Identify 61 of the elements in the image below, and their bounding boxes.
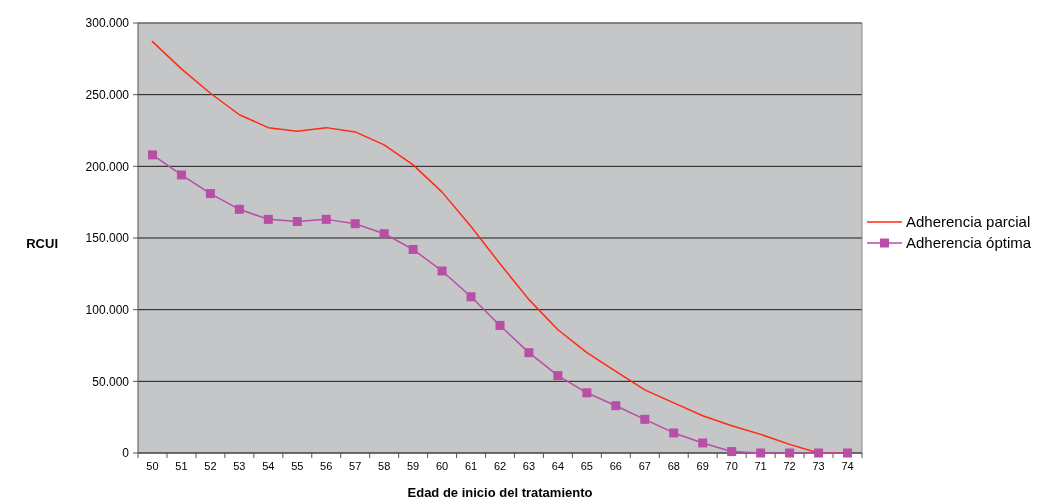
- point: [843, 448, 853, 458]
- x-tick-label: 55: [291, 460, 304, 472]
- point: [321, 214, 331, 224]
- x-tick-label: 53: [233, 460, 246, 472]
- x-tick-label: 56: [320, 460, 333, 472]
- point: [698, 438, 708, 448]
- point: [379, 229, 389, 239]
- y-axis-title: RCUI: [26, 235, 58, 251]
- y-tick-label: 50.000: [92, 374, 130, 389]
- x-tick-label: 59: [406, 460, 420, 472]
- point: [669, 428, 679, 438]
- point: [466, 292, 476, 302]
- y-tick-label: 100.000: [85, 302, 130, 317]
- point: [727, 447, 737, 457]
- x-tick-label: 74: [841, 460, 854, 472]
- point: [553, 371, 563, 381]
- x-tick-label: 63: [522, 460, 536, 472]
- x-tick-label: 67: [638, 460, 651, 472]
- point: [495, 320, 505, 330]
- point: [611, 401, 621, 411]
- point: [756, 448, 766, 458]
- x-tick-label: 64: [551, 460, 565, 472]
- x-axis-title: Edad de inicio del tratamiento: [407, 485, 593, 500]
- x-tick-label: 73: [812, 460, 825, 472]
- point: [292, 217, 302, 227]
- point: [205, 189, 215, 199]
- x-tick-label: 72: [783, 460, 796, 472]
- point: [147, 150, 157, 160]
- y-tick-label: 150.000: [85, 231, 130, 246]
- x-tick-label: 58: [378, 460, 391, 472]
- x-tick-label: 69: [696, 460, 709, 472]
- point: [350, 219, 360, 229]
- x-tick-label: 62: [493, 460, 507, 472]
- x-tick-label: 68: [667, 460, 680, 472]
- y-tick-label: 300.000: [85, 16, 130, 31]
- point: [176, 170, 186, 180]
- x-tick-label: 65: [580, 460, 594, 472]
- x-tick-label: 60: [435, 460, 449, 472]
- x-tick-label: 57: [349, 460, 362, 472]
- x-tick-label: 61: [464, 460, 478, 472]
- x-tick-label: 50: [146, 460, 159, 472]
- point: [437, 266, 447, 276]
- point: [814, 448, 824, 458]
- y-tick-label: 0: [122, 446, 130, 461]
- point: [263, 214, 273, 224]
- y-tick-label: 250.000: [85, 87, 130, 102]
- point: [408, 244, 418, 254]
- x-tick-label: 51: [175, 460, 188, 472]
- point: [640, 414, 650, 424]
- x-tick-label: 70: [725, 460, 738, 472]
- legend-label: Adherencia parcial: [906, 213, 1031, 231]
- point: [785, 448, 795, 458]
- x-tick-label: 66: [609, 460, 622, 472]
- point: [582, 388, 592, 398]
- x-tick-label: 54: [262, 460, 275, 472]
- point: [524, 348, 534, 358]
- point: [234, 204, 244, 214]
- legend-label: Adherencia óptima: [906, 234, 1032, 252]
- x-tick-label: 52: [204, 460, 217, 472]
- x-tick-label: 71: [754, 460, 767, 472]
- y-tick-label: 200.000: [85, 159, 130, 174]
